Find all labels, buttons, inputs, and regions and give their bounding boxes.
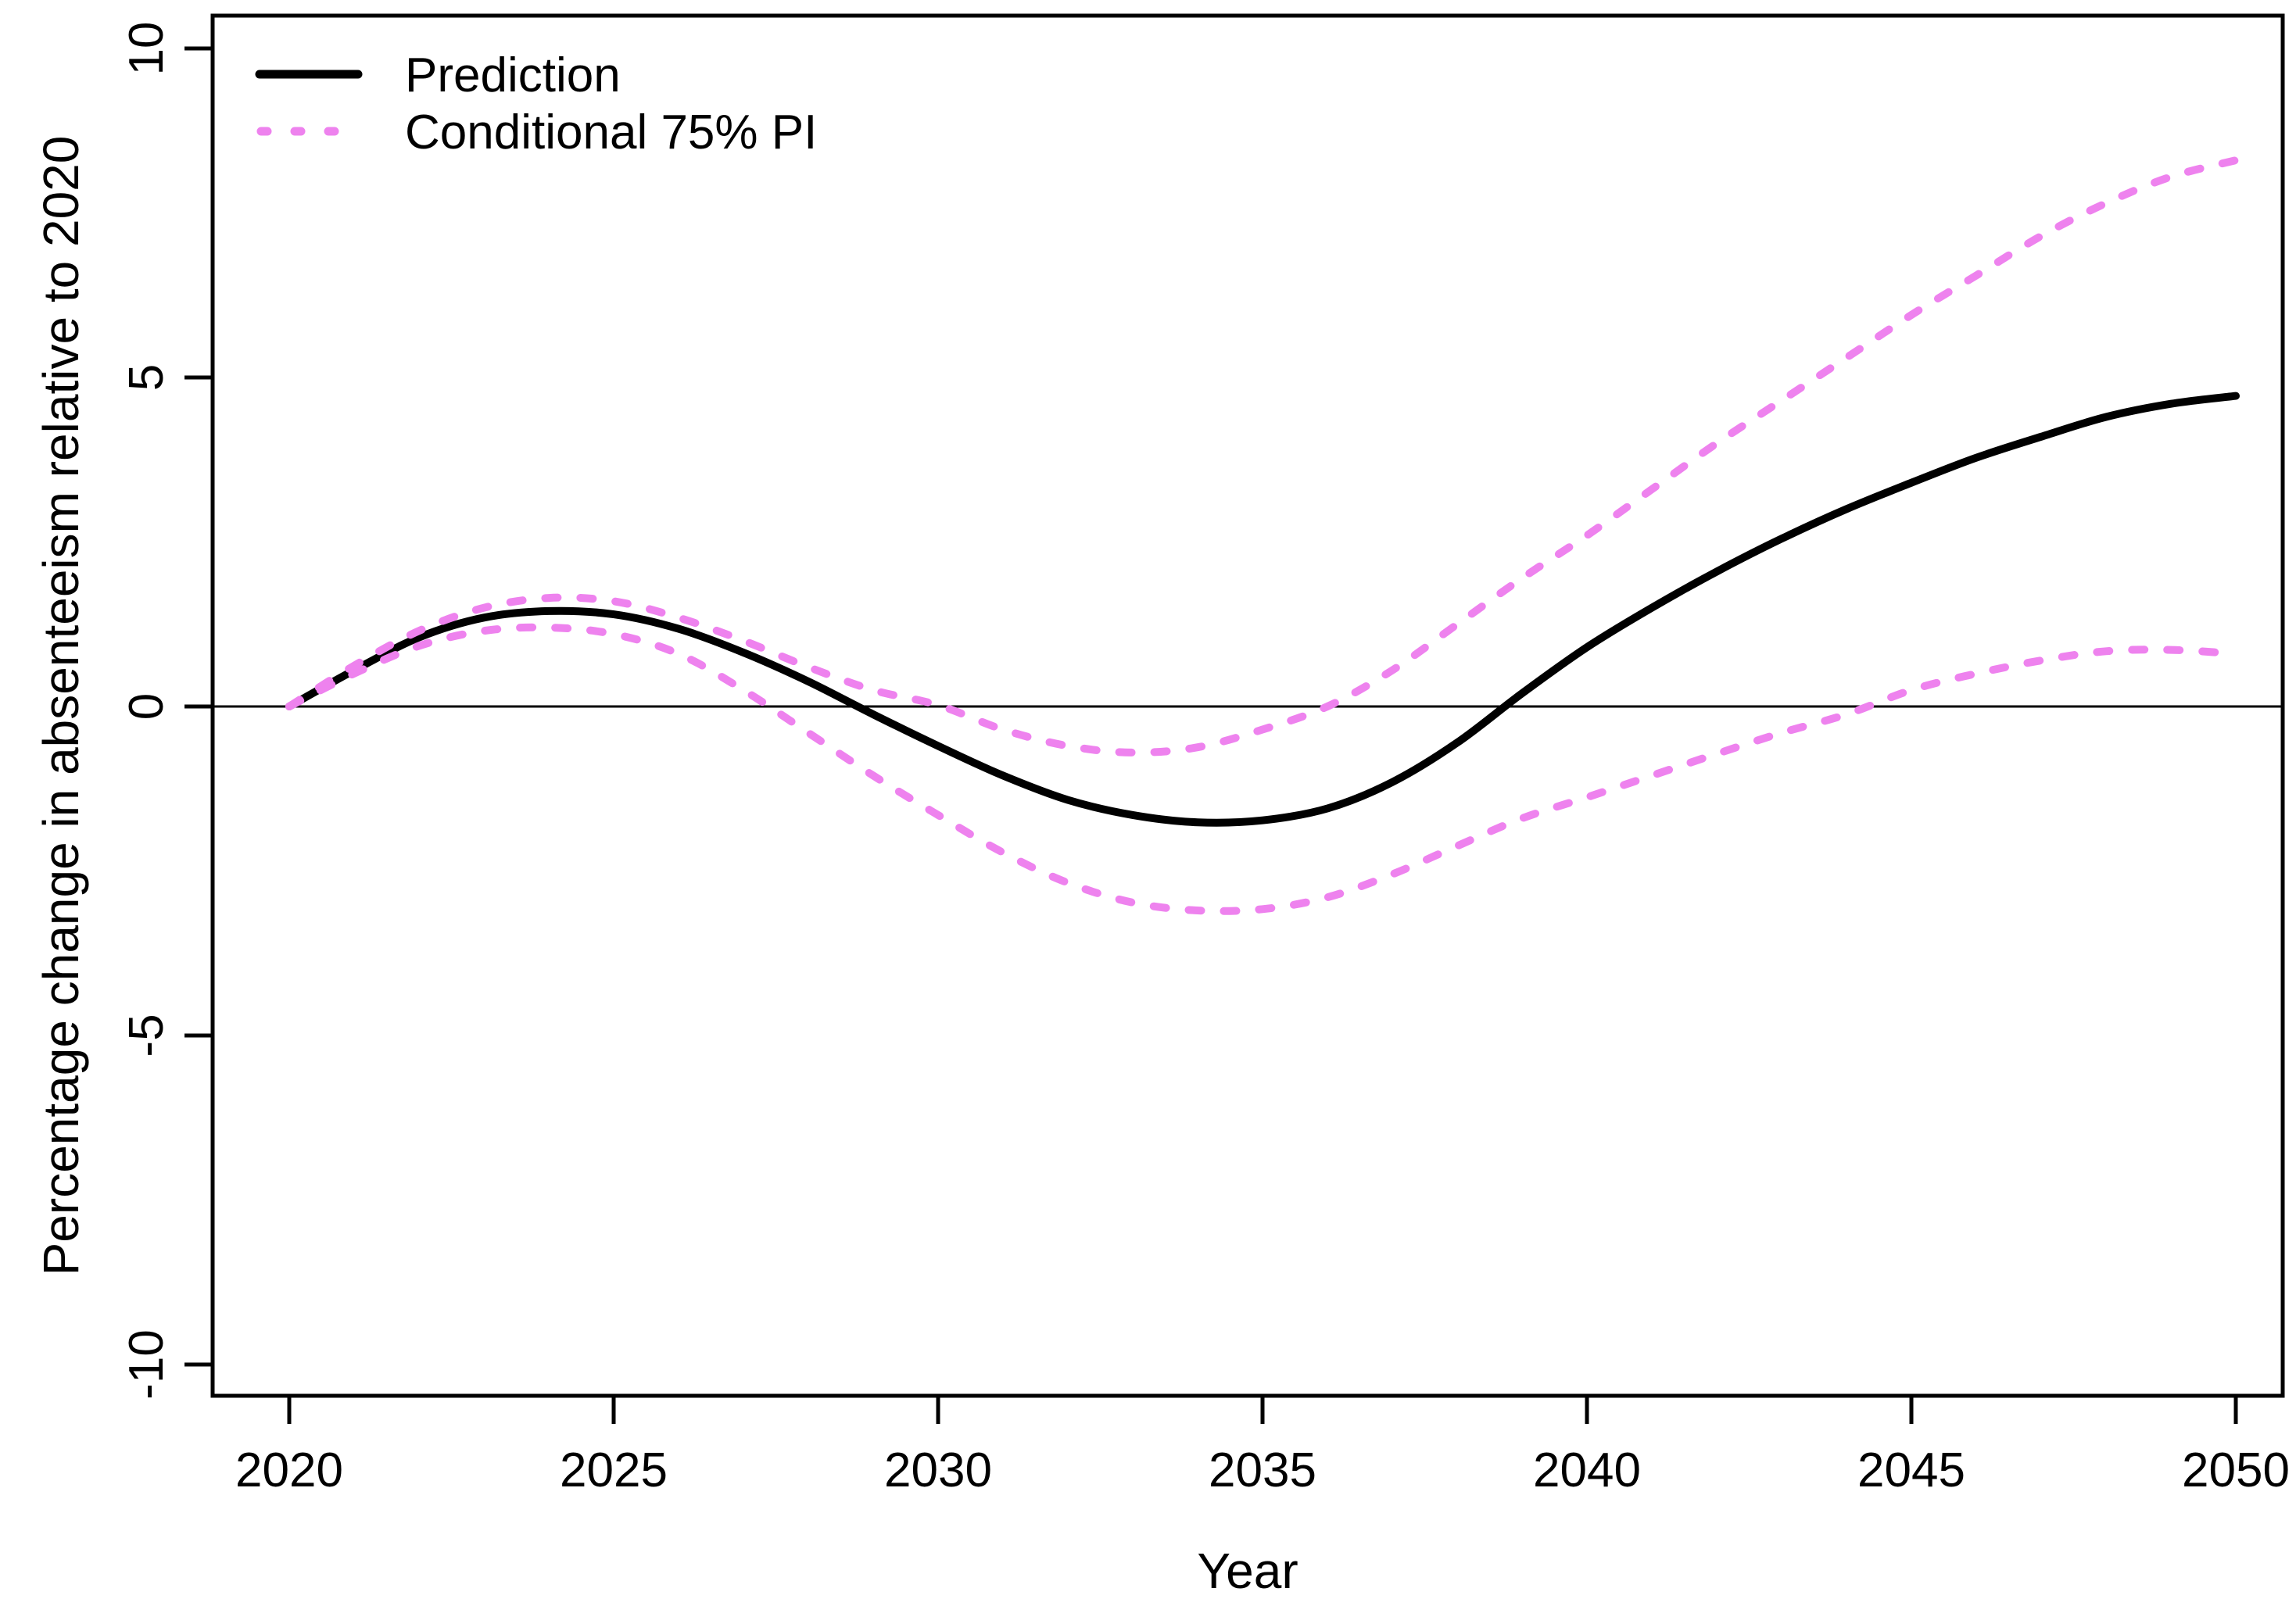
x-axis: 2020 2025 2030 2035 2040 2045 2050	[235, 1396, 2290, 1497]
y-axis-title: Percentage change in absenteeism relativ…	[33, 136, 89, 1276]
x-tick-label: 2020	[235, 1443, 343, 1497]
y-tick-label: 10	[120, 22, 174, 76]
x-tick-label: 2050	[2182, 1443, 2290, 1497]
y-tick-label: 5	[120, 364, 174, 391]
legend-label-conditional-pi: Conditional 75% PI	[405, 106, 817, 159]
legend: Prediction Conditional 75% PI	[255, 48, 817, 159]
y-tick-label: 0	[120, 693, 174, 720]
curve-prediction	[285, 392, 2240, 827]
legend-label-prediction: Prediction	[405, 48, 621, 102]
x-tick-label: 2040	[1533, 1443, 1641, 1497]
x-tick-label: 2045	[1857, 1443, 1965, 1497]
x-axis-title: Year	[1197, 1543, 1298, 1599]
y-tick-label: -5	[120, 1014, 174, 1057]
x-tick-label: 2025	[560, 1443, 668, 1497]
curve-conditional-75-pi-upper	[285, 156, 2240, 757]
y-tick-label: -10	[120, 1329, 174, 1400]
x-tick-label: 2030	[884, 1443, 992, 1497]
curve-conditional-75-pi-lower	[285, 623, 2240, 915]
x-tick-label: 2035	[1209, 1443, 1316, 1497]
y-axis: -10 -5 0 5 10	[120, 22, 213, 1400]
curves-group	[285, 156, 2240, 915]
